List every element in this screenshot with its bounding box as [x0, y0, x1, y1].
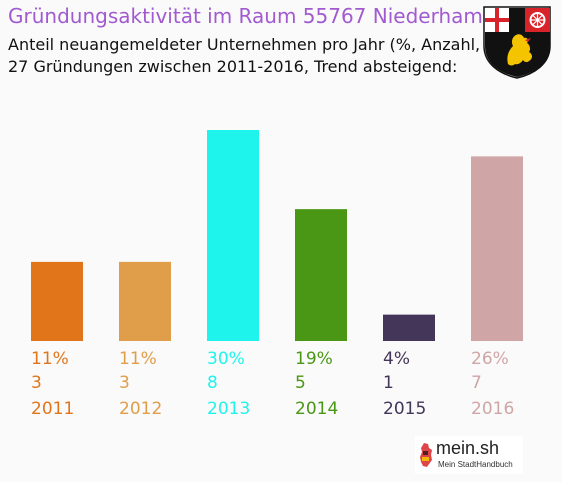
bar-2011	[31, 261, 83, 341]
percent-label-2016: 26%	[471, 349, 509, 369]
bar-2016	[471, 156, 523, 341]
count-label-2016: 7	[471, 373, 482, 393]
count-label-2013: 8	[207, 373, 218, 393]
count-label-2014: 5	[295, 373, 306, 393]
count-label-2012: 3	[119, 373, 130, 393]
bar-2012	[119, 261, 171, 341]
mein-sh-logo: mein.sh Mein StadtHandbuch	[415, 436, 523, 474]
bar-2015	[383, 314, 435, 341]
percent-label-2012: 11%	[119, 349, 157, 369]
year-label-2015: 2015	[383, 399, 426, 419]
year-label-2014: 2014	[295, 399, 338, 419]
bar-2014	[295, 209, 347, 341]
chart-subtitle-line-1: Anteil neuangemeldeter Unternehmen pro J…	[8, 35, 523, 54]
percent-label-2015: 4%	[383, 349, 410, 369]
logo-text: mein.sh	[436, 438, 500, 458]
chart-title: Gründungsaktivität im Raum 55767 Niederh…	[8, 4, 532, 28]
coat-of-arms-icon	[483, 6, 551, 79]
year-label-2011: 2011	[31, 399, 74, 419]
year-label-2012: 2012	[119, 399, 162, 419]
year-label-2016: 2016	[471, 399, 514, 419]
logo-subtitle: Mein StadtHandbuch	[438, 460, 513, 469]
percent-label-2011: 11%	[31, 349, 69, 369]
chart-subtitle-line-2: 27 Gründungen zwischen 2011-2016, Trend …	[8, 57, 458, 76]
count-label-2015: 1	[383, 373, 394, 393]
year-label-2013: 2013	[207, 399, 250, 419]
germany-map-icon	[420, 443, 432, 467]
percent-label-2013: 30%	[207, 349, 245, 369]
count-label-2011: 3	[31, 373, 42, 393]
percent-label-2014: 19%	[295, 349, 333, 369]
bar-2013	[207, 130, 259, 341]
